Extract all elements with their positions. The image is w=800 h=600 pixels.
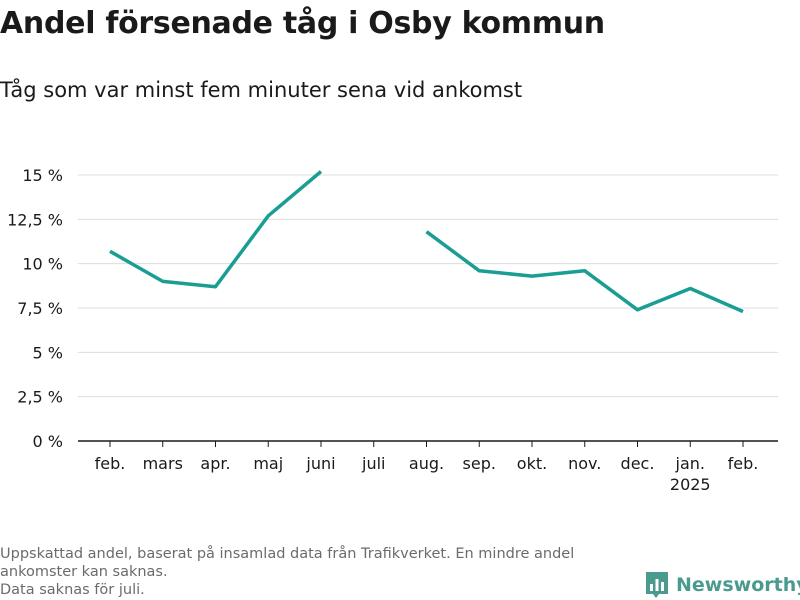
y-tick-label: 15 % <box>22 166 63 185</box>
newsworthy-logo-icon <box>646 572 668 598</box>
footnote: Uppskattad andel, baserat på insamlad da… <box>0 545 640 599</box>
x-tick-label: mars <box>143 454 183 473</box>
x-axis: feb. mars apr. maj juni juli aug. sep. okt. nov. d… <box>78 440 778 494</box>
x-tick-label: aug. <box>409 454 444 473</box>
y-axis: 0 % 2,5 % 5 % 7,5 % 10 % 12,5 % 15 % <box>7 166 63 451</box>
x-tick-label: apr. <box>200 454 230 473</box>
series-line <box>109 170 323 289</box>
x-tick-label: okt. <box>517 454 547 473</box>
gridlines <box>78 174 778 398</box>
footnote-line: Data saknas för juli. <box>0 582 145 598</box>
line-chart: 0 %2,5 %5 %7,5 %10 %12,5 %15 % feb. mars a… <box>7 166 778 494</box>
x-tick-label: nov. <box>568 454 601 473</box>
brand-name: Newsworthy <box>676 574 800 596</box>
x-tick-label: jan. <box>675 454 705 473</box>
x-tick-label: maj <box>253 454 283 473</box>
y-tick-label: 12,5 % <box>7 210 63 229</box>
chart-title: Andel försenade tåg i Osby kommun <box>0 6 605 41</box>
y-tick-label: 7,5 % <box>17 299 63 318</box>
series-lines <box>109 170 744 314</box>
x-tick-label: juni <box>305 454 335 473</box>
chart-subtitle: Tåg som var minst fem minuter sena vid a… <box>0 78 523 102</box>
x-tick-label: juli <box>361 454 385 473</box>
x-tick-label: sep. <box>463 454 496 473</box>
y-tick-label: 5 % <box>33 343 63 362</box>
series-line <box>425 230 744 314</box>
x-tick-label: dec. <box>621 454 655 473</box>
y-tick-label: 2,5 % <box>17 388 63 407</box>
brand-logo: Newsworthy <box>644 570 800 600</box>
y-tick-label: 0 % <box>33 432 63 451</box>
x-tick-sublabel: 2025 <box>670 475 711 494</box>
footnote-line: ankomster kan saknas. <box>0 564 168 580</box>
x-tick-label: feb. <box>728 454 759 473</box>
footnote-line: Uppskattad andel, baserat på insamlad da… <box>0 546 575 562</box>
y-tick-label: 10 % <box>22 255 63 274</box>
x-tick-label: feb. <box>95 454 126 473</box>
